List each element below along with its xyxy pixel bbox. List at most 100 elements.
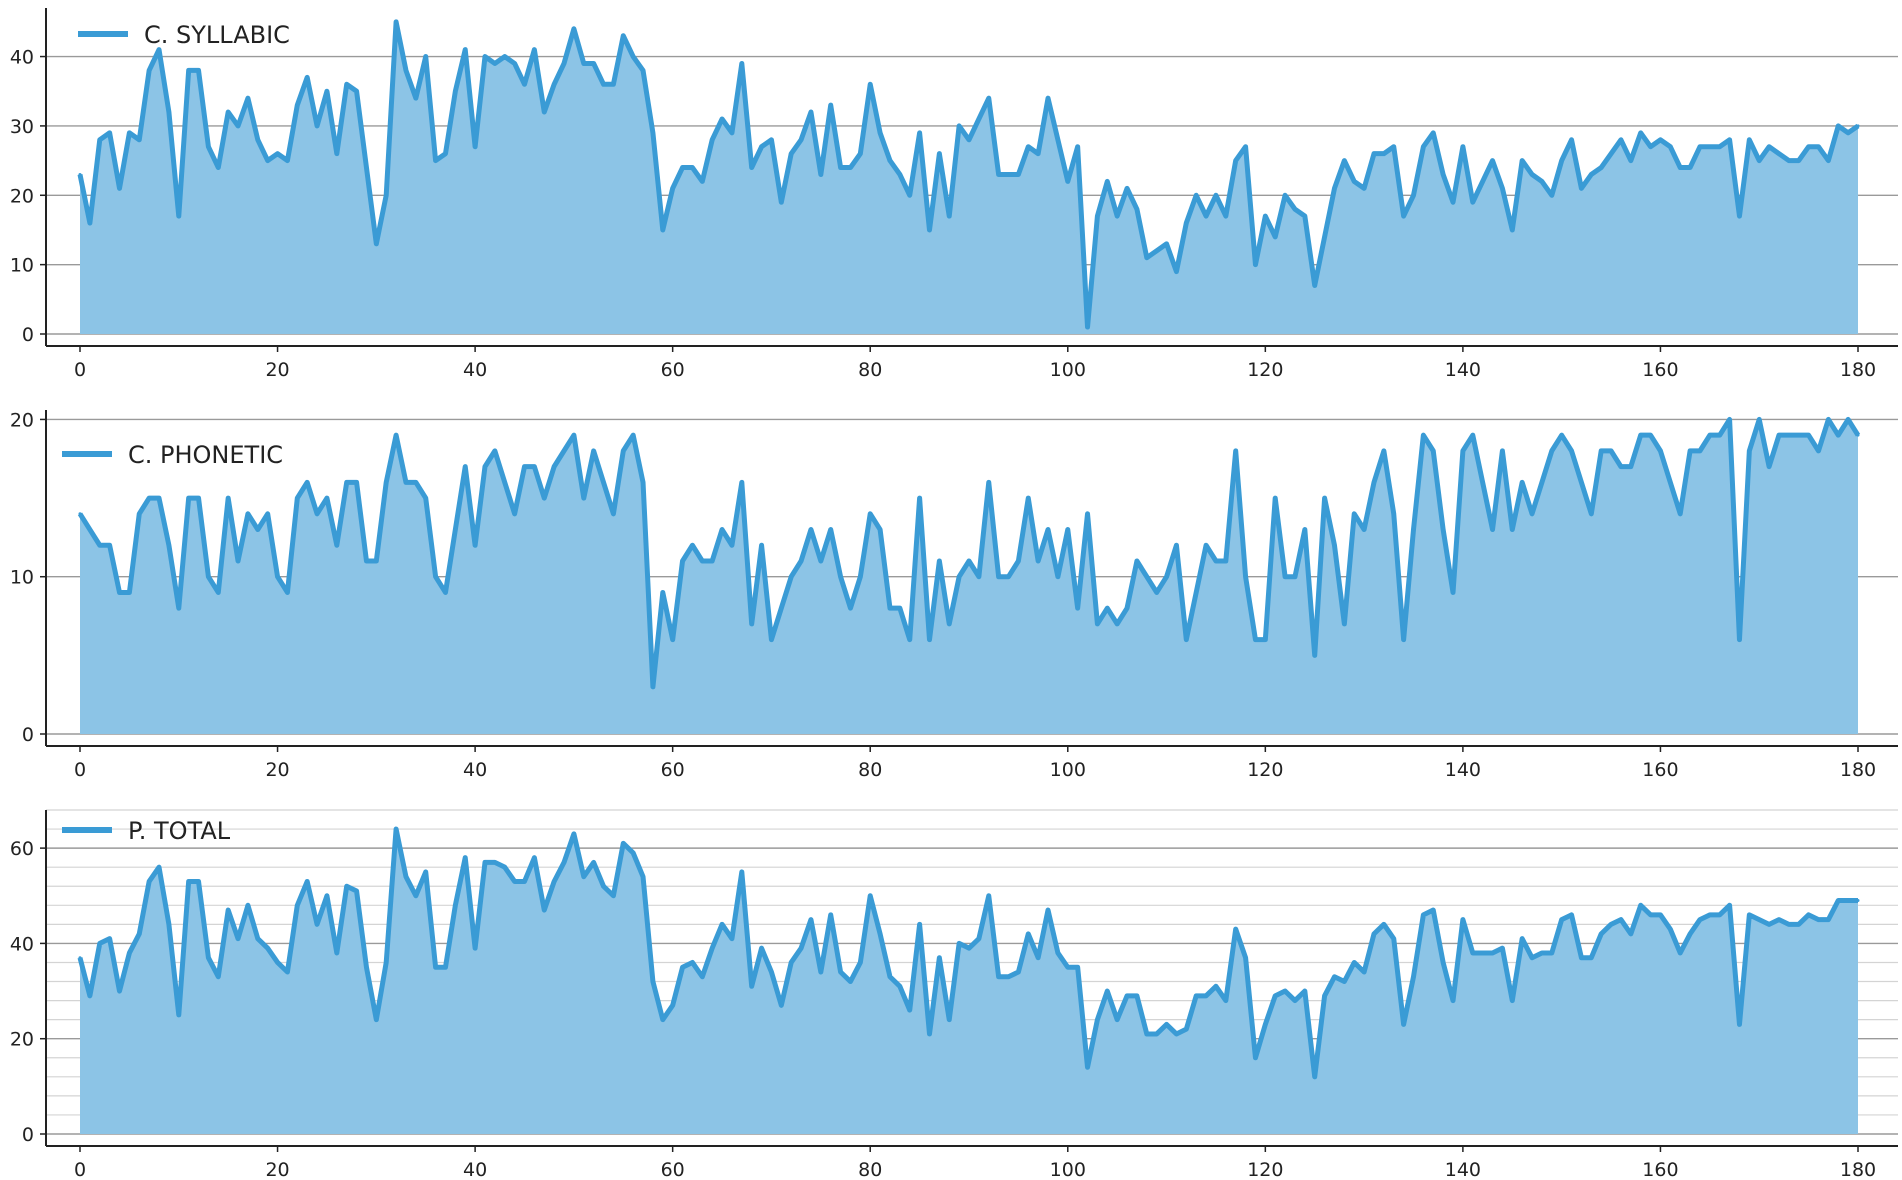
data-point <box>937 559 941 563</box>
data-point <box>246 96 250 100</box>
data-point <box>108 937 112 941</box>
data-point <box>1728 138 1732 142</box>
data-point <box>1273 496 1277 500</box>
data-point <box>295 103 299 107</box>
data-point <box>1165 575 1169 579</box>
data-point <box>937 152 941 156</box>
data-point <box>503 55 507 59</box>
x-tick-label: 140 <box>1445 359 1481 381</box>
data-point <box>1165 242 1169 246</box>
data-point <box>1135 559 1139 563</box>
data-point <box>1323 235 1327 239</box>
data-point <box>789 575 793 579</box>
data-point <box>1174 543 1178 547</box>
data-point <box>532 48 536 52</box>
data-point <box>1609 152 1613 156</box>
data-point <box>1412 193 1415 197</box>
data-point <box>1007 975 1011 979</box>
data-point <box>98 543 102 547</box>
data-point <box>937 956 941 960</box>
data-point <box>572 832 576 836</box>
data-point <box>137 138 141 142</box>
data-point <box>285 159 289 163</box>
data-point <box>364 166 368 170</box>
data-point <box>1461 145 1465 149</box>
x-tick-label: 60 <box>661 1159 685 1180</box>
data-point <box>868 894 872 898</box>
data-point <box>690 543 694 547</box>
data-point <box>848 606 852 610</box>
data-point <box>1619 465 1623 469</box>
data-point <box>1303 214 1307 218</box>
data-point <box>1510 228 1514 232</box>
data-point <box>1145 575 1149 579</box>
data-point <box>1026 496 1030 500</box>
data-point <box>1204 543 1208 547</box>
data-point <box>463 465 467 469</box>
data-point <box>1323 496 1327 500</box>
data-point <box>1135 207 1139 211</box>
data-point <box>493 860 497 864</box>
data-point <box>384 960 388 964</box>
data-point <box>1076 965 1080 969</box>
data-point <box>483 55 487 59</box>
data-point <box>1421 433 1425 437</box>
data-point <box>1234 159 1238 163</box>
data-point <box>730 937 734 941</box>
x-tick-label: 40 <box>463 1159 487 1180</box>
data-point <box>167 922 171 926</box>
data-point <box>760 946 764 950</box>
x-tick-label: 20 <box>265 759 289 781</box>
data-point <box>552 465 556 469</box>
data-point <box>1678 166 1682 170</box>
data-point <box>374 1018 378 1022</box>
data-point <box>898 984 902 988</box>
data-point <box>760 145 764 149</box>
data-point <box>355 480 359 484</box>
data-point <box>1668 145 1672 149</box>
data-point <box>325 894 329 898</box>
data-point <box>1550 951 1554 955</box>
data-point <box>1767 465 1771 469</box>
data-point <box>602 884 606 888</box>
data-point <box>493 61 497 65</box>
data-point <box>216 975 220 979</box>
data-point <box>839 166 843 170</box>
x-tick-label: 120 <box>1247 1159 1283 1180</box>
data-point <box>710 559 714 563</box>
legend-label: P. TOTAL <box>128 817 231 845</box>
data-point <box>295 903 299 907</box>
data-point <box>1718 433 1722 437</box>
data-point <box>1658 913 1662 917</box>
y-tick-label: 10 <box>10 567 34 589</box>
data-point <box>305 480 309 484</box>
data-point <box>187 879 191 883</box>
data-point <box>1007 172 1011 176</box>
data-point <box>947 214 951 218</box>
data-point <box>78 172 82 176</box>
data-point <box>1135 994 1139 998</box>
x-tick-label: 120 <box>1247 759 1283 781</box>
data-point <box>1471 433 1475 437</box>
chart-3: 0 20 40 60 0 20 40 60 80 100 120 140 160 180 P. TOTAL <box>10 809 1898 1180</box>
x-tick-label: 180 <box>1840 359 1876 381</box>
y-tick-label: 20 <box>10 1029 34 1051</box>
data-point <box>532 856 536 860</box>
data-point <box>147 879 151 883</box>
data-point <box>1807 145 1811 149</box>
data-point <box>256 937 260 941</box>
data-point <box>1095 622 1099 626</box>
data-point <box>1797 159 1801 163</box>
data-point <box>434 575 438 579</box>
data-point <box>690 960 694 964</box>
chart-1: 0 10 20 30 40 0 20 40 60 80 100 120 140 160 180 C. SYLL… <box>10 8 1898 381</box>
data-point <box>1273 994 1277 998</box>
data-point <box>236 559 240 563</box>
data-point <box>424 496 428 500</box>
data-point <box>424 55 428 59</box>
data-point <box>1382 449 1386 453</box>
data-point <box>592 61 596 65</box>
data-point <box>1273 235 1277 239</box>
data-point <box>1323 994 1327 998</box>
data-point <box>1540 951 1544 955</box>
